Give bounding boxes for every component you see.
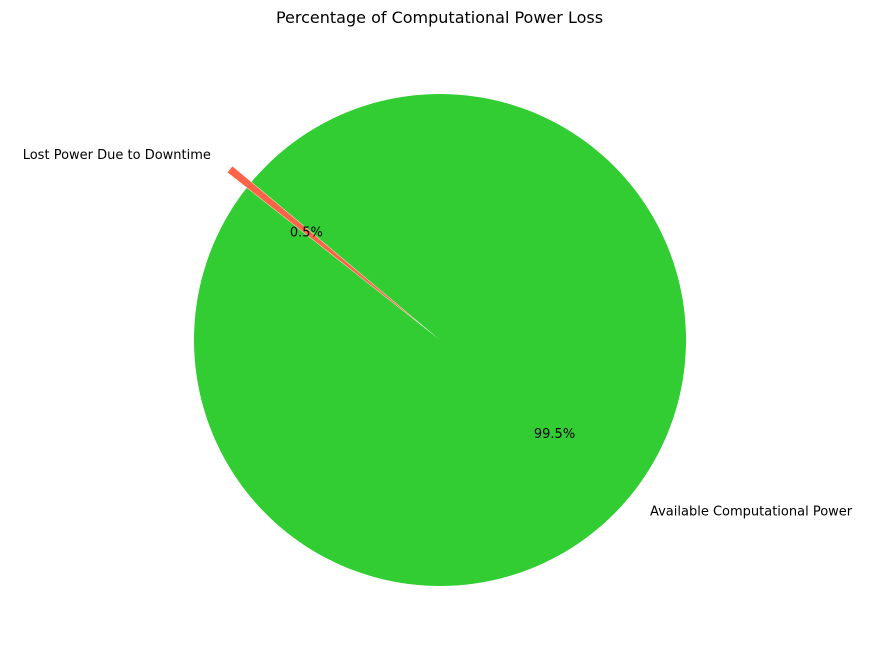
pie-slice-1 bbox=[193, 94, 686, 587]
pie-slice-0 bbox=[227, 166, 421, 325]
slice-percent-0: 0.5% bbox=[290, 225, 323, 240]
slice-percent-1: 99.5% bbox=[534, 427, 575, 442]
slice-label-0: Lost Power Due to Downtime bbox=[23, 148, 211, 163]
pie-slices bbox=[193, 94, 686, 587]
slice-label-1: Available Computational Power bbox=[650, 505, 853, 520]
pie-labels: Lost Power Due to Downtime 0.5% Available … bbox=[23, 148, 853, 520]
chart-title: Percentage of Computational Power Loss bbox=[276, 8, 603, 27]
